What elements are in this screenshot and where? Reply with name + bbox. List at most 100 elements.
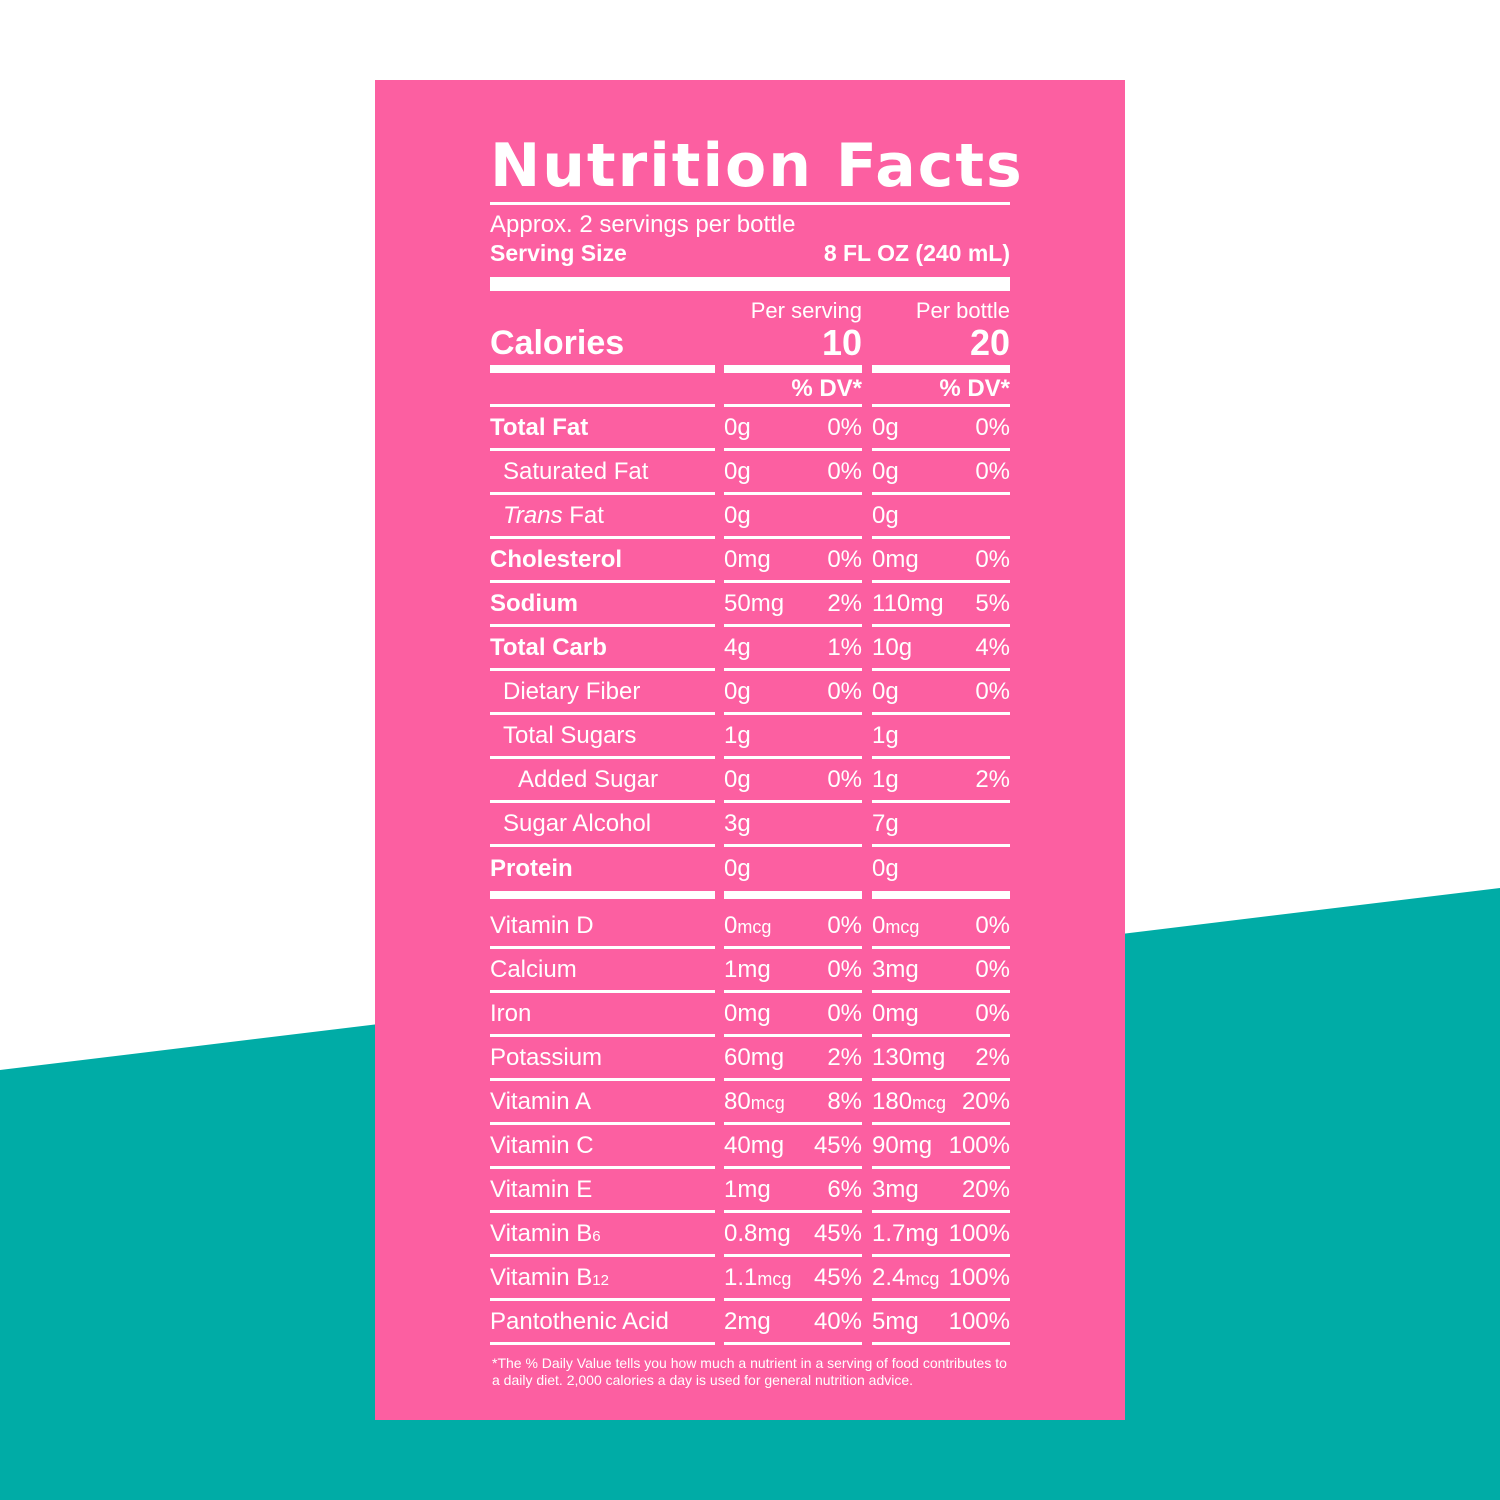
nutrient-name-cell: Cholesterol — [490, 539, 715, 583]
amount-number: 1.1 — [724, 1263, 758, 1291]
dv-header-row: % DV* % DV* — [490, 373, 1010, 407]
dv-per-bottle: 0% — [975, 545, 1010, 573]
amount-per-serving: 40mg — [724, 1132, 784, 1160]
label-title: Nutrition Facts — [490, 131, 1024, 201]
amount-per-bottle: 130mg — [872, 1044, 945, 1072]
per-serving-cell: 0mcg 0% — [724, 905, 862, 949]
nutrient-name: Cholesterol — [490, 545, 623, 573]
amount-per-bottle: 1g — [872, 721, 899, 749]
per-serving-cell: 0g — [724, 495, 862, 539]
amount-number: 5mg — [872, 1307, 919, 1335]
dv-per-serving: 6% — [827, 1175, 862, 1203]
per-bottle-cell: 90mg 100% — [872, 1125, 1010, 1169]
amount-number: 180 — [872, 1087, 913, 1115]
vitamin-name-cell: Vitamin E — [490, 1169, 715, 1213]
title-divider — [490, 202, 1010, 205]
serving-size-label: Serving Size — [490, 240, 627, 266]
dv-per-serving: 0% — [827, 765, 862, 793]
amount-per-bottle: 180mcg — [872, 1088, 946, 1116]
nutrient-name-cell: Saturated Fat — [490, 451, 715, 495]
nutrient-name-cell: Total Fat — [490, 407, 715, 451]
amount-unit: mcg — [737, 916, 772, 937]
per-bottle-heading: Per bottle — [915, 298, 1010, 323]
dv-per-bottle: 20% — [961, 1175, 1010, 1203]
amount-unit: mcg — [885, 916, 920, 937]
per-serving-cell: 0.8mg 45% — [724, 1213, 862, 1257]
nutrient-name: Trans Fat — [503, 502, 604, 530]
amount-per-bottle: 1g — [872, 765, 899, 793]
serving-divider — [490, 277, 1010, 291]
amount-per-bottle: 3mg — [872, 1176, 919, 1204]
nutrient-name: Added Sugar — [518, 765, 659, 793]
nutrient-row: Dietary Fiber 0g 0% 0g 0% — [490, 671, 1010, 715]
nutrient-row: Total Sugars 1g 1g — [490, 715, 1010, 759]
dv-per-serving: 45% — [813, 1263, 862, 1291]
amount-number: 40mg — [724, 1131, 785, 1159]
protein-divider-row — [490, 891, 1010, 899]
amount-per-bottle: 0mg — [872, 545, 919, 573]
amount-per-bottle: 0mg — [872, 1000, 919, 1028]
amount-per-bottle: 0g — [872, 855, 899, 882]
amount-per-bottle: 110mg — [872, 589, 944, 617]
per-bottle-cell: 110mg 5% — [872, 583, 1010, 627]
amount-unit: mcg — [905, 1268, 940, 1289]
amount-number: 130mg — [872, 1043, 946, 1071]
vitamin-name-cell: Pantothenic Acid — [490, 1301, 715, 1345]
vitamin-name-cell: Vitamin D — [490, 905, 715, 949]
nutrition-panel — [375, 80, 1125, 1420]
nutrient-row: Sugar Alcohol 3g 7g — [490, 803, 1010, 847]
vitamin-row: Pantothenic Acid 2mg 40% 5mg 100% — [490, 1301, 1010, 1345]
nutrient-name: Protein — [490, 855, 573, 882]
dv-footnote: *The % Daily Value tells you how much a … — [492, 1355, 1007, 1388]
per-serving-cell: 50mg 2% — [724, 583, 862, 627]
per-serving-cell: 60mg 2% — [724, 1037, 862, 1081]
dv-per-serving: 0% — [827, 999, 862, 1027]
amount-per-bottle: 90mg — [872, 1132, 932, 1160]
amount-number: 80 — [724, 1087, 751, 1115]
dv-per-bottle: 0% — [975, 413, 1010, 441]
dv-per-serving: 2% — [827, 589, 862, 617]
amount-number: 0 — [872, 911, 886, 939]
amount-per-serving: 60mg — [724, 1044, 784, 1072]
nutrition-facts-label: Nutrition Facts Approx. 2 servings per b… — [490, 130, 1024, 1389]
nutrient-name-cell: Total Carb — [490, 627, 715, 671]
dv-per-serving: 45% — [813, 1131, 862, 1159]
per-bottle-cell: 0g 0% — [872, 451, 1010, 495]
amount-per-bottle: 3mg — [872, 956, 919, 984]
dv-per-bottle: 100% — [948, 1307, 1010, 1335]
serving-size-value: 8 FL OZ (240 mL) — [823, 240, 1010, 266]
nutrient-name-cell: Dietary Fiber — [490, 671, 715, 715]
per-serving-cell: 4g 1% — [724, 627, 862, 671]
vitamin-name: Calcium — [490, 955, 577, 983]
nutrient-name: Total Fat — [490, 413, 589, 441]
per-serving-cell: 0g 0% — [724, 759, 862, 803]
amount-per-serving: 0g — [724, 855, 751, 882]
per-bottle-cell: 130mg 2% — [872, 1037, 1010, 1081]
vitamin-name: Pantothenic Acid — [490, 1307, 669, 1335]
per-serving-cell: 1mg 6% — [724, 1169, 862, 1213]
vitamin-name-subscript: 12 — [592, 1271, 609, 1289]
amount-number: 1.7mg — [872, 1219, 939, 1247]
amount-per-bottle: 7g — [872, 809, 899, 837]
per-serving-cell: 0mg 0% — [724, 539, 862, 583]
dv-per-bottle: 2% — [975, 1043, 1010, 1071]
per-bottle-cell: 0g — [872, 495, 1010, 539]
amount-per-serving: 1.1mcg — [724, 1264, 791, 1292]
calories-per-bottle: 20 — [969, 322, 1010, 363]
nutrient-row: Sodium 50mg 2% 110mg 5% — [490, 583, 1010, 627]
vitamin-name: Vitamin A — [490, 1087, 591, 1115]
dv-per-bottle: 5% — [975, 589, 1010, 617]
nutrient-name-cell: Added Sugar — [490, 759, 715, 803]
vitamin-row: Iron 0mg 0% 0mg 0% — [490, 993, 1010, 1037]
per-bottle-cell: 7g — [872, 803, 1010, 847]
amount-number: 60mg — [724, 1043, 785, 1071]
dv-per-serving: 0% — [827, 677, 862, 705]
dv-per-bottle: 0% — [975, 677, 1010, 705]
nutrient-row: Total Carb 4g 1% 10g 4% — [490, 627, 1010, 671]
per-bottle-cell: 3mg 0% — [872, 949, 1010, 993]
vitamin-row: Vitamin C 40mg 45% 90mg 100% — [490, 1125, 1010, 1169]
nutrient-row: Trans Fat 0g 0g — [490, 495, 1010, 539]
nutrient-name: Sodium — [490, 589, 578, 617]
nutrient-name-rest: Fat — [562, 501, 604, 529]
amount-per-bottle: 2.4mcg — [872, 1264, 939, 1292]
